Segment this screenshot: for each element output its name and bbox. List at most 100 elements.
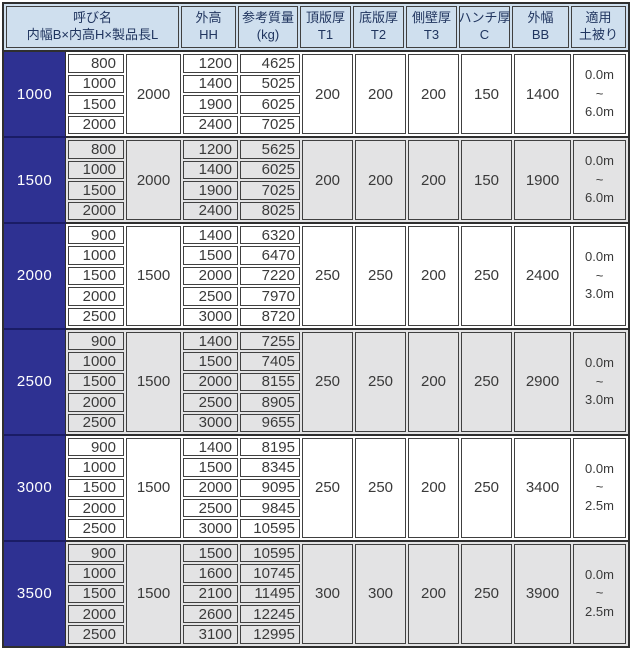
nominal-width-cell: 1000 [4,52,66,136]
inner-height-cell: 1000 [68,160,124,179]
spec-block: 3000 900 1400 8195 1000 1500 8345 1500 2000 9095 2… [4,435,628,540]
inner-height-cell: 800 [68,54,124,73]
inner-height-cell: 900 [68,331,124,351]
table-header: 呼び名 内幅B×内高H×製品長L 外高 HH 参考質量 (kg) 頂版厚 T1 底版厚 T2 側… [4,4,628,50]
ref-mass-cell: 8720 [240,307,300,326]
inner-height-cell: 1000 [68,74,124,93]
inner-height-cell: 2000 [68,201,124,220]
ref-mass-cell: 6025 [240,160,300,179]
top-slab-thickness-cell: 300 [302,543,353,644]
outer-width-cell: 3400 [514,437,571,538]
outer-height-cell: 1400 [183,437,238,457]
ref-mass-cell: 8195 [240,437,300,457]
header-bottom-slab-thickness-label: 底版厚 [358,10,398,26]
header-bottom-slab-thickness-symbol: T2 [370,27,387,42]
top-slab-thickness-cell: 200 [302,140,353,220]
inner-height-cell: 1000 [68,352,124,371]
side-wall-thickness-cell: 200 [408,331,459,432]
header-ref-mass: 参考質量 (kg) [238,6,298,48]
bottom-slab-thickness-cell: 300 [355,543,406,644]
inner-height-cell: 2000 [68,393,124,412]
top-slab-thickness-cell: 250 [302,226,353,326]
header-top-slab-thickness-label: 頂版厚 [305,10,345,26]
ref-mass-cell: 7025 [240,181,300,200]
ref-mass-cell: 7405 [240,352,300,371]
block-separator [4,539,628,542]
outer-height-cell: 1400 [183,74,238,93]
ref-mass-cell: 7220 [240,266,300,286]
ref-mass-cell: 5625 [240,140,300,159]
inner-height-cell: 2000 [68,605,124,624]
outer-height-cell: 2500 [183,287,238,306]
side-wall-thickness-cell: 200 [408,226,459,326]
ref-mass-cell: 10595 [240,543,300,563]
ref-mass-cell: 9845 [240,499,300,518]
outer-height-cell: 3000 [183,413,238,432]
outer-height-cell: 1200 [183,140,238,159]
outer-height-cell: 1500 [183,352,238,371]
block-grid: 900 1400 8195 1000 1500 8345 1500 2000 9095 2000 2… [66,436,628,540]
product-length-cell: 2000 [126,54,181,134]
haunch-thickness-cell: 250 [461,437,512,538]
soil-cover-cell: 0.0m ~ 3.0m [573,331,626,432]
inner-height-cell: 900 [68,226,124,245]
outer-height-cell: 3000 [183,307,238,326]
header-outer-width-label: 外幅 [527,10,554,26]
inner-height-cell: 2500 [68,519,124,538]
product-length-cell: 2000 [126,140,181,220]
inner-height-cell: 2000 [68,499,124,518]
ref-mass-cell: 6320 [240,226,300,245]
inner-height-cell: 1000 [68,458,124,477]
header-ref-mass-label: 参考質量 [241,10,294,26]
header-top-slab-thickness: 頂版厚 T1 [300,6,351,48]
ref-mass-cell: 7025 [240,115,300,134]
header-top-slab-thickness-symbol: T1 [317,27,334,42]
header-soil-cover-symbol: 土被り [578,27,618,42]
header-side-wall-thickness: 側壁厚 T3 [406,6,457,48]
bottom-slab-thickness-cell: 250 [355,437,406,538]
inner-height-cell: 1500 [68,95,124,114]
outer-height-cell: 1400 [183,331,238,351]
outer-height-cell: 3100 [183,625,238,644]
header-outer-height: 外高 HH [181,6,236,48]
ref-mass-cell: 12995 [240,625,300,644]
ref-mass-cell: 8025 [240,201,300,220]
haunch-thickness-cell: 250 [461,226,512,326]
block-grid: 900 1400 7255 1000 1500 7405 1500 2000 8155 2000 2… [66,330,628,434]
outer-height-cell: 2100 [183,584,238,604]
outer-height-cell: 2600 [183,605,238,624]
header-side-wall-thickness-label: 側壁厚 [411,10,451,26]
outer-width-cell: 2400 [514,226,571,326]
ref-mass-cell: 10745 [240,564,300,583]
block-separator [4,50,628,52]
side-wall-thickness-cell: 200 [408,437,459,538]
nominal-width-cell: 2500 [4,329,66,434]
outer-height-cell: 1400 [183,226,238,245]
product-length-cell: 1500 [126,331,181,432]
nominal-width-cell: 1500 [4,138,66,222]
outer-height-cell: 2000 [183,266,238,286]
ref-mass-cell: 9655 [240,413,300,432]
bottom-slab-thickness-cell: 200 [355,54,406,134]
outer-width-cell: 1400 [514,54,571,134]
product-length-cell: 1500 [126,543,181,644]
outer-height-cell: 1900 [183,181,238,200]
side-wall-thickness-cell: 200 [408,54,459,134]
soil-cover-cell: 0.0m ~ 3.0m [573,226,626,326]
ref-mass-cell: 4625 [240,54,300,73]
inner-height-cell: 2000 [68,287,124,306]
header-bottom-slab-thickness: 底版厚 T2 [353,6,404,48]
inner-height-cell: 2500 [68,625,124,644]
outer-height-cell: 2000 [183,372,238,392]
header-side-wall-thickness-symbol: T3 [423,27,440,42]
haunch-thickness-cell: 150 [461,54,512,134]
ref-mass-cell: 11495 [240,584,300,604]
block-grid: 800 1200 5625 1000 1400 6025 1500 1900 7025 2000 2… [66,138,628,222]
inner-height-cell: 900 [68,543,124,563]
outer-height-cell: 2500 [183,393,238,412]
inner-height-cell: 1500 [68,266,124,286]
ref-mass-cell: 7255 [240,331,300,351]
soil-cover-cell: 0.0m ~ 6.0m [573,140,626,220]
ref-mass-cell: 8155 [240,372,300,392]
